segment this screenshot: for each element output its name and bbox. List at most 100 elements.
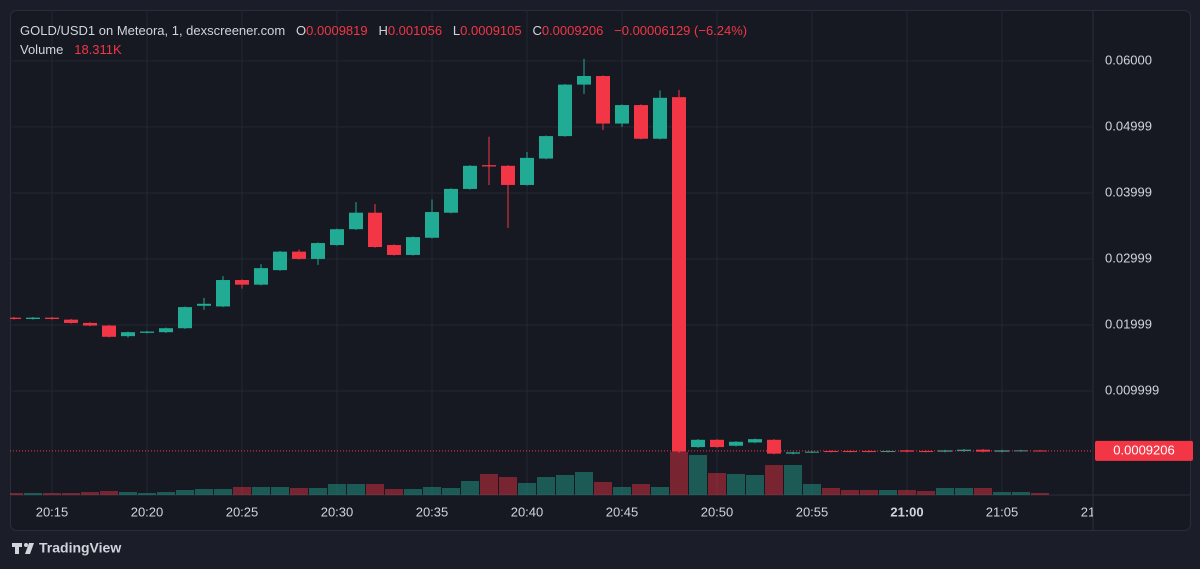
- y-tick-label: 0.06000: [1105, 52, 1152, 67]
- candle-body: [653, 97, 667, 139]
- candle-body: [748, 439, 762, 443]
- ohlc-label: L: [452, 23, 461, 38]
- ohlc-label: H: [378, 23, 388, 38]
- volume-bar: [537, 477, 555, 495]
- volume-value: 18.311K: [74, 42, 122, 57]
- candle-body: [64, 319, 78, 323]
- candle-body: [349, 212, 363, 230]
- candle-body: [520, 157, 534, 185]
- candle-body: [102, 325, 116, 337]
- last-price-box: [1095, 440, 1193, 461]
- volume-bar: [271, 487, 289, 495]
- volume-bar: [841, 490, 859, 495]
- volume-bar: [860, 490, 878, 495]
- volume-bar: [556, 475, 574, 495]
- x-tick-label: 20:30: [321, 504, 354, 519]
- volume-bar: [936, 488, 954, 495]
- volume-bar: [62, 493, 80, 495]
- volume-bar: [24, 493, 42, 495]
- volume-bar: [917, 491, 935, 495]
- candle-body: [444, 188, 458, 213]
- candle-body: [482, 165, 496, 167]
- candle-body: [938, 450, 952, 452]
- x-tick-label: 20:55: [796, 504, 829, 519]
- volume-bar: [613, 487, 631, 495]
- candle-body: [729, 441, 743, 446]
- volume-bar: [480, 474, 498, 495]
- chart-frame: [10, 10, 1191, 531]
- x-tick-label: 21:05: [986, 504, 1019, 519]
- brand: TradingView: [39, 540, 121, 556]
- volume-bar: [765, 465, 783, 495]
- volume-bar: [347, 484, 365, 495]
- volume-bar: [328, 484, 346, 495]
- brand-logo: [12, 543, 34, 554]
- candle-body: [786, 452, 800, 454]
- candle-body: [539, 136, 553, 159]
- volume-bar: [632, 484, 650, 495]
- candle-body: [197, 303, 211, 306]
- candle-body: [881, 451, 895, 453]
- x-tick-label: 21:10: [1081, 504, 1114, 519]
- volume-row: Volume 18.311K: [20, 40, 747, 59]
- ohlc-row: GOLD/USD1 on Meteora, 1, dexscreener.com…: [20, 21, 747, 40]
- volume-bar: [575, 472, 593, 495]
- candle-body: [919, 451, 933, 453]
- x-tick-label: 20:25: [226, 504, 259, 519]
- candle-body: [83, 322, 97, 326]
- volume-bar: [100, 491, 118, 495]
- volume-bar: [233, 487, 251, 495]
- volume-bar: [651, 487, 669, 495]
- volume-bar: [423, 487, 441, 495]
- volume-bar: [803, 484, 821, 495]
- candle-body: [672, 97, 686, 452]
- candle-body: [273, 251, 287, 271]
- last-price-label: 0.0009206: [1113, 442, 1174, 457]
- ohlc-label: O: [296, 23, 307, 38]
- volume-bar: [214, 489, 232, 495]
- y-tick-label: 0.02999: [1105, 250, 1152, 265]
- candle-body: [957, 449, 971, 452]
- ohlc-label: C: [532, 23, 542, 38]
- low-value: 0.0009105: [460, 23, 522, 38]
- volume-bar: [195, 489, 213, 495]
- volume-bar: [670, 452, 688, 495]
- close-value: 0.0009206: [541, 23, 604, 38]
- volume-bar: [746, 475, 764, 495]
- candle-body: [995, 450, 1009, 452]
- volume-label: Volume: [20, 42, 64, 57]
- volume-bar: [461, 481, 479, 495]
- volume-bar: [1012, 492, 1030, 495]
- candle-body: [843, 451, 857, 453]
- candle-body: [406, 237, 420, 255]
- y-tick-label: 0.03999: [1105, 184, 1152, 199]
- candle-body: [558, 84, 572, 137]
- candle-body: [710, 439, 724, 448]
- volume-bar: [290, 488, 308, 495]
- candle-body: [425, 212, 439, 238]
- x-tick-label: 20:40: [511, 504, 544, 519]
- candle-body: [159, 328, 173, 333]
- open-value: 0.0009819: [306, 23, 368, 38]
- x-tick-label: 20:50: [701, 504, 734, 519]
- x-tick-label: 21:00: [890, 504, 923, 519]
- candle-body: [178, 307, 192, 329]
- legend: GOLD/USD1 on Meteora, 1, dexscreener.com…: [20, 21, 747, 59]
- candle-body: [45, 317, 59, 319]
- candle-body: [824, 451, 838, 453]
- volume-bar: [708, 473, 726, 495]
- volume-bar: [879, 490, 897, 495]
- volume-bar: [252, 487, 270, 495]
- volume-bar: [898, 490, 916, 495]
- volume-bar: [993, 492, 1011, 495]
- candle-body: [387, 245, 401, 255]
- candle-body: [767, 439, 781, 454]
- volume-bar: [366, 484, 384, 495]
- candle-body: [691, 439, 705, 448]
- volume-bar: [385, 489, 403, 495]
- candle-body: [140, 331, 154, 333]
- candle-body: [634, 105, 648, 139]
- volume-bar: [404, 489, 422, 495]
- volume-bar: [955, 488, 973, 495]
